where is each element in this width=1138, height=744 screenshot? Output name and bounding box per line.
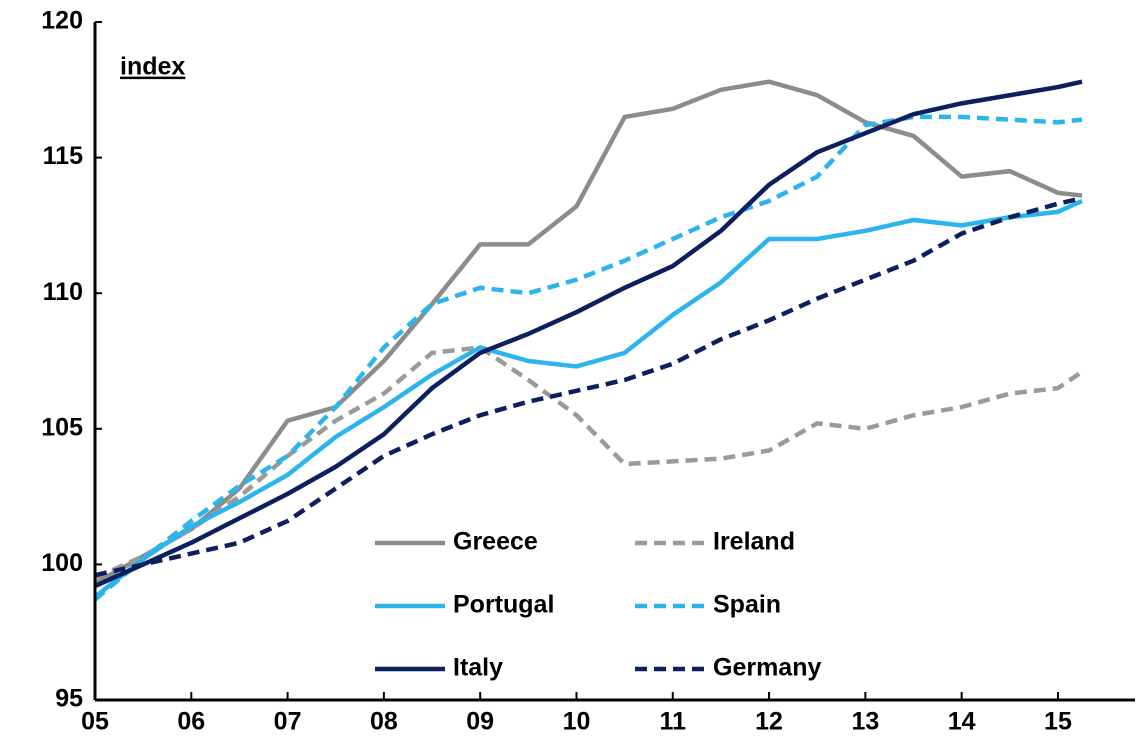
legend-label: Ireland (713, 528, 795, 556)
series-line (94, 196, 1083, 578)
x-tick-label: 15 (1044, 708, 1072, 736)
y-tick-label: 105 (41, 413, 83, 441)
legend-label: Spain (713, 591, 781, 619)
y-tick-label: 100 (41, 549, 83, 577)
annotation: index (120, 53, 185, 81)
series-line (94, 345, 1084, 581)
series-line (93, 198, 1083, 599)
series-line (94, 79, 1083, 589)
legend-label: Portugal (453, 591, 554, 619)
x-tick-label: 14 (948, 708, 976, 736)
legend-label: Germany (713, 654, 821, 682)
x-tick-label: 07 (274, 708, 302, 736)
y-tick-label: 95 (55, 685, 83, 713)
y-tick-label: 115 (43, 142, 83, 170)
y-tick-label: 120 (41, 7, 83, 35)
x-tick-label: 09 (466, 708, 494, 736)
y-tick-label: 110 (43, 278, 83, 306)
legend-label: Italy (453, 654, 503, 682)
series-line (93, 114, 1083, 602)
series-line (93, 79, 1083, 586)
x-tick-label: 12 (755, 708, 783, 736)
legend-label: Greece (453, 528, 538, 556)
x-tick-label: 05 (81, 708, 109, 736)
x-tick-label: 06 (177, 708, 205, 736)
x-tick-label: 08 (370, 708, 398, 736)
x-tick-label: 10 (563, 708, 591, 736)
x-tick-label: 11 (660, 708, 687, 736)
x-tick-label: 13 (851, 708, 879, 736)
